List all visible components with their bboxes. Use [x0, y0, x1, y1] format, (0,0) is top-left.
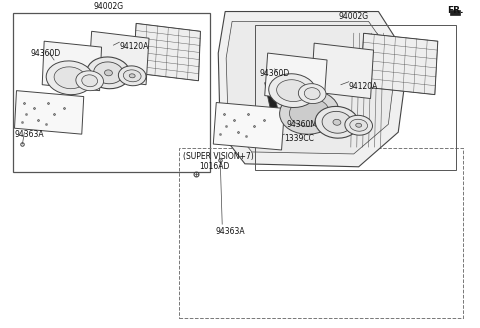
Ellipse shape: [54, 67, 86, 89]
Ellipse shape: [129, 74, 135, 78]
Ellipse shape: [119, 66, 146, 86]
Polygon shape: [89, 31, 149, 85]
Ellipse shape: [356, 123, 361, 127]
Ellipse shape: [269, 74, 316, 108]
Polygon shape: [265, 53, 327, 103]
Ellipse shape: [315, 106, 359, 138]
Text: 1016AD: 1016AD: [200, 162, 230, 171]
Polygon shape: [255, 128, 279, 142]
Polygon shape: [255, 109, 284, 130]
Polygon shape: [133, 23, 201, 81]
Text: 94360D: 94360D: [30, 49, 60, 58]
Ellipse shape: [333, 119, 341, 125]
Text: 94120A: 94120A: [349, 82, 378, 91]
Polygon shape: [265, 81, 277, 111]
Polygon shape: [268, 61, 274, 85]
Ellipse shape: [276, 80, 308, 102]
Ellipse shape: [280, 91, 339, 134]
Text: 94360D: 94360D: [260, 69, 290, 78]
Text: FR.: FR.: [447, 6, 464, 14]
Text: 1339CC: 1339CC: [285, 134, 314, 143]
Polygon shape: [218, 11, 408, 167]
Ellipse shape: [304, 88, 320, 100]
Polygon shape: [450, 10, 459, 15]
Ellipse shape: [76, 71, 104, 91]
Text: (SUPER VISION+7): (SUPER VISION+7): [182, 152, 253, 161]
Ellipse shape: [345, 115, 372, 135]
Ellipse shape: [82, 75, 97, 87]
Ellipse shape: [289, 98, 329, 126]
Text: 94360M: 94360M: [287, 120, 317, 129]
Polygon shape: [213, 103, 285, 150]
Ellipse shape: [94, 62, 123, 84]
Text: 94002G: 94002G: [339, 12, 369, 21]
Polygon shape: [226, 21, 396, 154]
Ellipse shape: [350, 119, 368, 131]
Polygon shape: [14, 91, 84, 134]
Ellipse shape: [299, 84, 326, 104]
Polygon shape: [360, 33, 438, 94]
Text: 94363A: 94363A: [14, 130, 44, 139]
Ellipse shape: [105, 70, 112, 76]
Ellipse shape: [322, 112, 352, 133]
Polygon shape: [311, 43, 373, 98]
Ellipse shape: [46, 61, 94, 95]
Ellipse shape: [123, 70, 141, 82]
Text: 94002G: 94002G: [94, 2, 123, 10]
Text: 94363A: 94363A: [215, 227, 245, 236]
Ellipse shape: [87, 57, 130, 89]
Polygon shape: [42, 41, 102, 91]
Text: 94120A: 94120A: [120, 42, 149, 51]
